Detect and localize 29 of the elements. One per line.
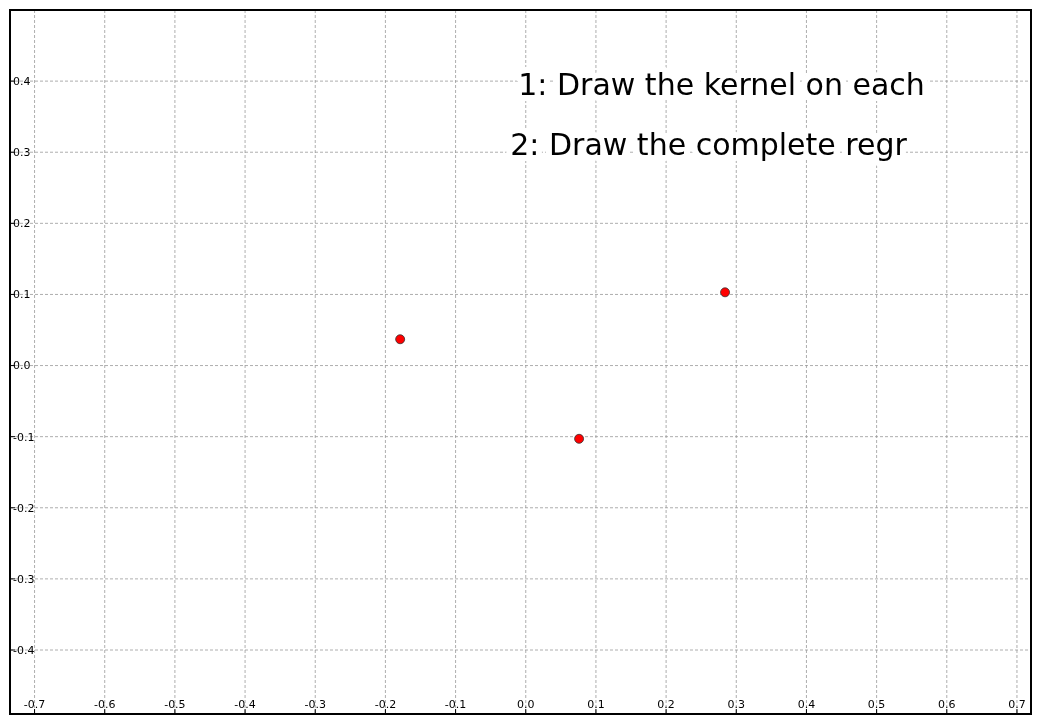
y-tick-label: 0.2: [13, 217, 31, 231]
y-tick-label: 0.1: [13, 288, 31, 302]
x-tick-label: 0.6: [938, 698, 956, 711]
point: [395, 334, 406, 345]
annotation: 1: Draw the kernel on each: [518, 67, 925, 102]
x-tick-label: 0.2: [657, 698, 675, 711]
x-tick-label: -0.1: [444, 698, 467, 711]
x-tick-label: 0.0: [517, 698, 535, 711]
x-tick-label: -0.2: [374, 698, 397, 711]
y-tick-label: -0.1: [13, 430, 35, 444]
point: [574, 433, 584, 444]
annotation: 2: Draw the complete regr: [510, 127, 908, 162]
x-tick-label: -0.7: [23, 698, 46, 711]
x-tick-label: 0.7: [1008, 698, 1026, 711]
x-tick-label: -0.6: [94, 698, 116, 711]
y-tick-label: -0.4: [13, 643, 35, 657]
y-tick-label: -0.3: [13, 572, 35, 586]
x-tick-label: -0.4: [234, 698, 256, 711]
point: [720, 287, 730, 298]
y-tick-label: 0.0: [13, 359, 31, 373]
y-tick-label: 0.3: [13, 146, 31, 160]
y-tick-label: 0.4: [13, 74, 31, 88]
x-tick-label: 0.5: [867, 698, 886, 711]
y-tick-label: -0.2: [13, 501, 35, 515]
x-tick-label: 0.1: [587, 698, 605, 711]
x-tick-label: 0.3: [727, 698, 746, 711]
x-tick-label: -0.3: [304, 698, 326, 711]
x-tick-label: 0.4: [797, 698, 816, 711]
x-tick-label: -0.5: [164, 698, 186, 711]
